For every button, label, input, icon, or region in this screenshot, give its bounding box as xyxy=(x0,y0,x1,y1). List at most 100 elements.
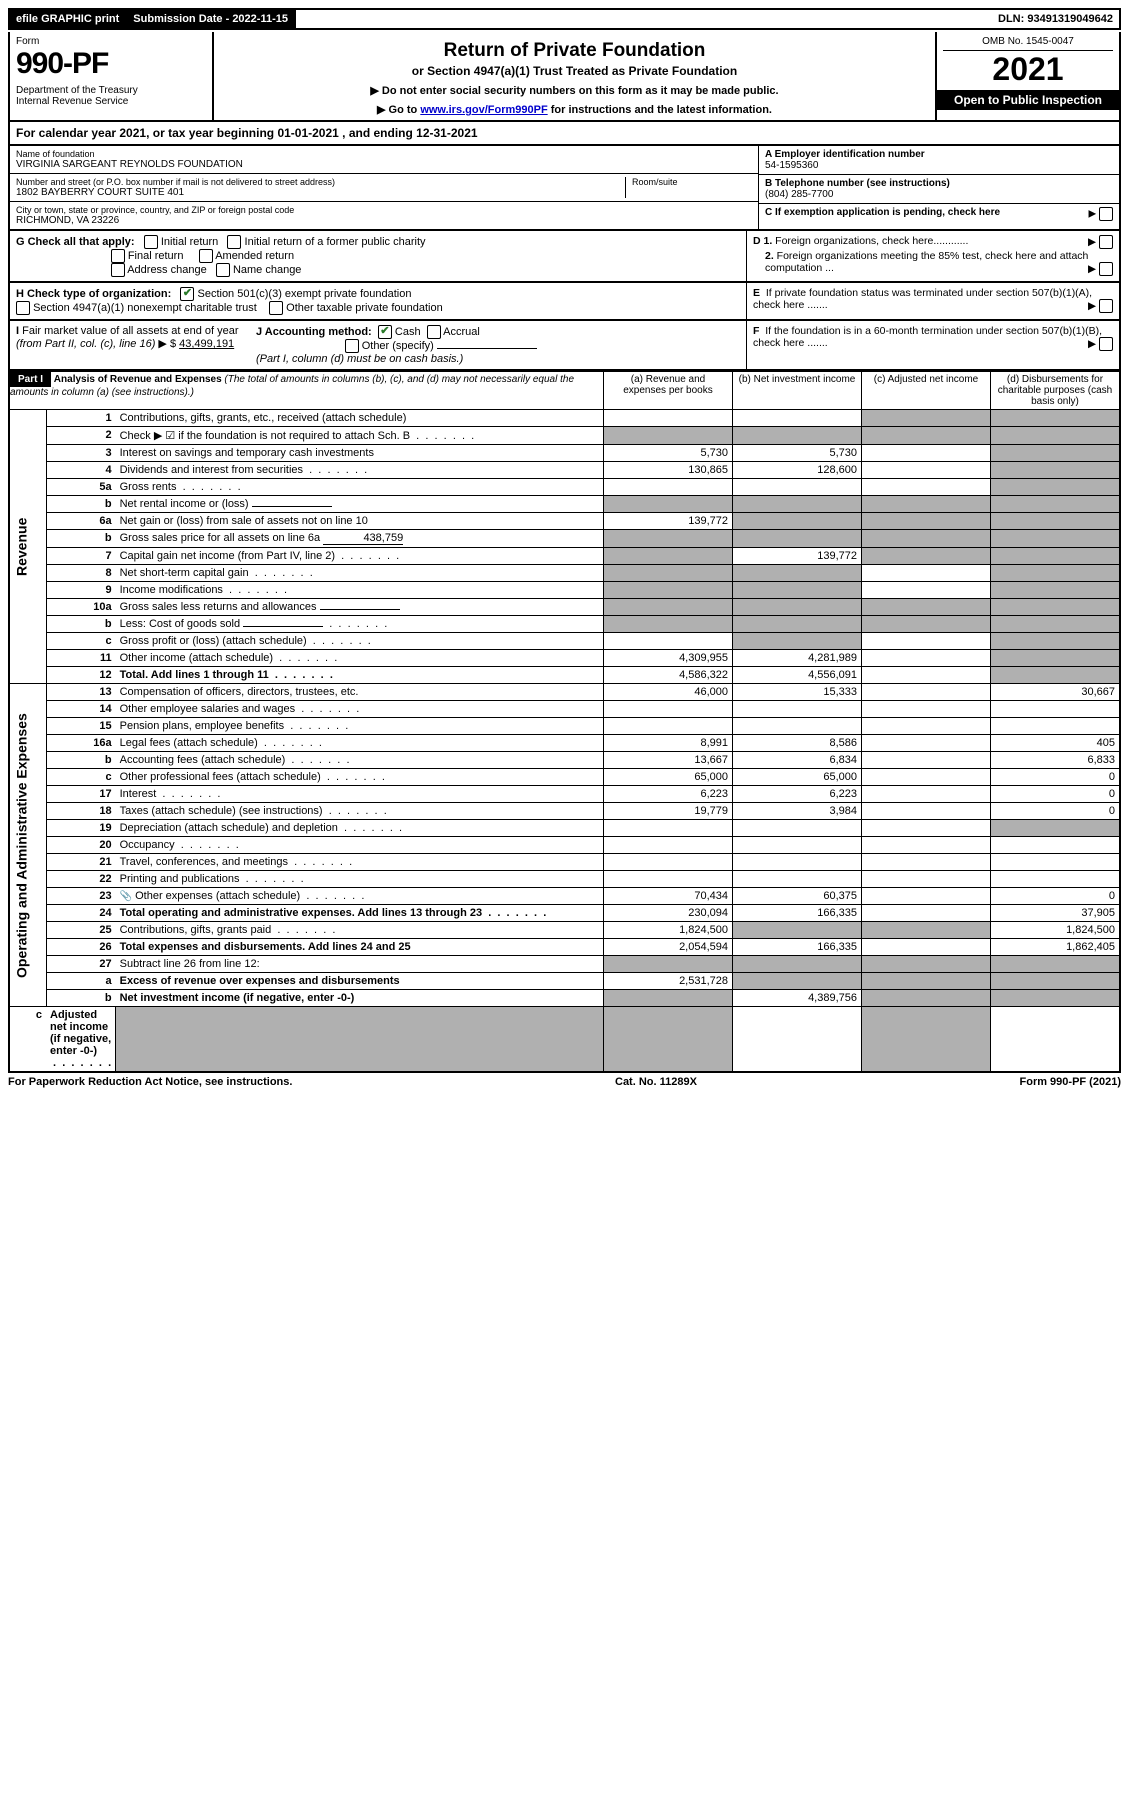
cell-value xyxy=(862,650,991,667)
efile-label[interactable]: efile GRAPHIC print xyxy=(10,10,127,28)
line-description: Total. Add lines 1 through 11 . . . . . … xyxy=(116,667,604,684)
table-row: 10aGross sales less returns and allowanc… xyxy=(9,599,1120,616)
cell-value: 0 xyxy=(991,803,1121,820)
top-bar: efile GRAPHIC print Submission Date - 20… xyxy=(8,8,1121,30)
table-row: 27Subtract line 26 from line 12: xyxy=(9,956,1120,973)
cell-value: 1,824,500 xyxy=(991,922,1121,939)
cell-value xyxy=(862,803,991,820)
cell-value: 4,281,989 xyxy=(733,650,862,667)
cell-shaded xyxy=(991,990,1121,1007)
c-checkbox[interactable] xyxy=(1099,207,1113,221)
line-description: Interest . . . . . . . xyxy=(116,786,604,803)
irs-link[interactable]: www.irs.gov/Form990PF xyxy=(420,104,547,116)
cell-value: 0 xyxy=(991,786,1121,803)
line-description: Legal fees (attach schedule) . . . . . .… xyxy=(116,735,604,752)
cell-value: 70,434 xyxy=(604,888,733,905)
col-c-header: (c) Adjusted net income xyxy=(862,372,991,410)
h-chk-other[interactable] xyxy=(269,301,283,315)
cell-shaded xyxy=(862,496,991,513)
j-note: (Part I, column (d) must be on cash basi… xyxy=(256,353,463,365)
cell-shaded xyxy=(991,479,1121,496)
cell-shaded xyxy=(116,1007,604,1073)
cell-shaded xyxy=(991,565,1121,582)
cell-shaded xyxy=(604,530,733,548)
d1-checkbox[interactable] xyxy=(1099,235,1113,249)
cell-value xyxy=(604,633,733,650)
cell-value: 65,000 xyxy=(604,769,733,786)
cell-value xyxy=(604,410,733,427)
line-number: 6a xyxy=(46,513,116,530)
g-chk-amended[interactable] xyxy=(199,249,213,263)
table-row: bAccounting fees (attach schedule) . . .… xyxy=(9,752,1120,769)
city-state-zip: RICHMOND, VA 23226 xyxy=(16,215,752,226)
j-label: J Accounting method: xyxy=(256,326,372,338)
d2-checkbox[interactable] xyxy=(1099,262,1113,276)
h-chk-501[interactable]: ✔ xyxy=(180,287,194,301)
line-description: Contributions, gifts, grants, etc., rece… xyxy=(116,410,604,427)
line-description: Travel, conferences, and meetings . . . … xyxy=(116,854,604,871)
j-chk-cash[interactable]: ✔ xyxy=(378,325,392,339)
table-row: bNet rental income or (loss) xyxy=(9,496,1120,513)
cell-value: 46,000 xyxy=(604,684,733,701)
cell-value xyxy=(604,479,733,496)
part1-table: Part I Analysis of Revenue and Expenses … xyxy=(8,371,1121,1073)
cell-shaded xyxy=(991,548,1121,565)
ein-value: 54-1595360 xyxy=(765,160,1113,171)
cell-value xyxy=(862,667,991,684)
g-chk-name[interactable] xyxy=(216,263,230,277)
cell-value xyxy=(604,701,733,718)
cell-shaded xyxy=(991,616,1121,633)
cell-shaded xyxy=(604,616,733,633)
h-chk-4947[interactable] xyxy=(16,301,30,315)
e-checkbox[interactable] xyxy=(1099,299,1113,313)
d2-label: 2. Foreign organizations meeting the 85%… xyxy=(753,250,1113,274)
cell-value: 15,333 xyxy=(733,684,862,701)
g-chk-initial-former[interactable] xyxy=(227,235,241,249)
cell-value: 4,556,091 xyxy=(733,667,862,684)
cell-value xyxy=(862,582,991,599)
table-row: 21Travel, conferences, and meetings . . … xyxy=(9,854,1120,871)
g-chk-address[interactable] xyxy=(111,263,125,277)
cell-shaded xyxy=(862,530,991,548)
line-number: 7 xyxy=(46,548,116,565)
form-label: Form xyxy=(16,36,206,47)
g-chk-final[interactable] xyxy=(111,249,125,263)
cell-value xyxy=(862,445,991,462)
line-number: 24 xyxy=(46,905,116,922)
table-row: 24Total operating and administrative exp… xyxy=(9,905,1120,922)
h-section: H Check type of organization: ✔ Section … xyxy=(8,283,1121,321)
cell-shaded xyxy=(991,633,1121,650)
cell-shaded xyxy=(862,513,991,530)
table-row: cGross profit or (loss) (attach schedule… xyxy=(9,633,1120,650)
cell-shaded xyxy=(733,956,862,973)
e-label: E If private foundation status was termi… xyxy=(747,283,1119,319)
cell-shaded xyxy=(733,616,862,633)
cell-shaded xyxy=(862,599,991,616)
cell-value xyxy=(733,410,862,427)
f-checkbox[interactable] xyxy=(1099,337,1113,351)
g-chk-initial[interactable] xyxy=(144,235,158,249)
line-number: 1 xyxy=(46,410,116,427)
line-description: Income modifications . . . . . . . xyxy=(116,582,604,599)
attachment-icon[interactable]: 📎 xyxy=(120,891,132,902)
table-row: 18Taxes (attach schedule) (see instructi… xyxy=(9,803,1120,820)
line-description: Gross sales less returns and allowances xyxy=(116,599,604,616)
table-row: 4Dividends and interest from securities … xyxy=(9,462,1120,479)
dln: DLN: 93491319049642 xyxy=(992,10,1119,28)
j-chk-other[interactable] xyxy=(345,339,359,353)
ein-label: A Employer identification number xyxy=(765,149,1113,160)
j-chk-accrual[interactable] xyxy=(427,325,441,339)
line-number: c xyxy=(9,1007,46,1073)
opex-section-label: Operating and Administrative Expenses xyxy=(9,684,46,1007)
cell-shaded xyxy=(991,820,1121,837)
table-row: aExcess of revenue over expenses and dis… xyxy=(9,973,1120,990)
cell-shaded xyxy=(991,410,1121,427)
cell-value: 65,000 xyxy=(733,769,862,786)
cell-value: 166,335 xyxy=(733,939,862,956)
line-number: b xyxy=(46,752,116,769)
cell-value xyxy=(991,701,1121,718)
cell-shaded xyxy=(862,973,991,990)
city-label: City or town, state or province, country… xyxy=(16,205,752,215)
line-description: Other income (attach schedule) . . . . .… xyxy=(116,650,604,667)
cell-value xyxy=(862,718,991,735)
